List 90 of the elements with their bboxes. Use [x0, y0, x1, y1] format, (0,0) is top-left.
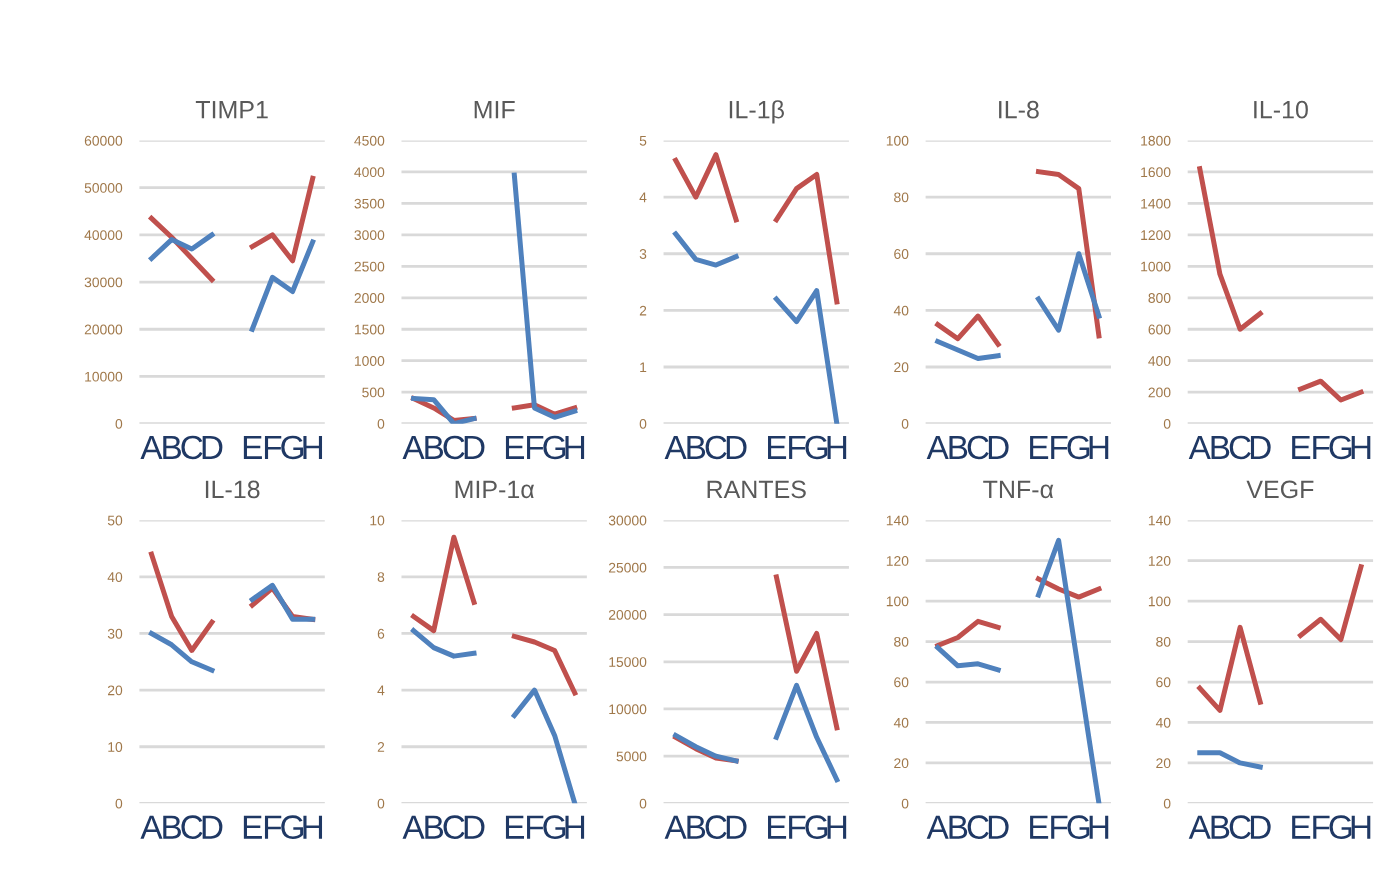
x-tick-label: F — [1051, 435, 1068, 459]
x-tick-label: E — [243, 815, 262, 839]
x-tick-label: F — [789, 815, 806, 839]
x-tick-label: H — [565, 815, 585, 839]
x-tick-label: B — [949, 435, 968, 459]
x-tick-label: F — [264, 815, 282, 839]
x-tick-label: G — [805, 435, 828, 460]
x-tick-label: A — [664, 815, 687, 839]
chart-title: IL-18 — [205, 480, 260, 499]
x-tick-label: D — [726, 435, 747, 459]
x-tick-label: H — [303, 815, 323, 839]
x-tick-label: G — [1329, 815, 1352, 839]
x-tick-label: H — [565, 435, 585, 459]
x-tick-label: G — [805, 815, 828, 839]
x-tick-label: G — [1067, 815, 1090, 839]
x-tick-label: G — [281, 435, 304, 460]
x-tick-label: E — [1292, 815, 1311, 839]
chart-title: MIP-1α — [455, 480, 535, 499]
x-tick-label: H — [303, 435, 323, 459]
x-tick-label: H — [1351, 815, 1371, 839]
x-tick-label: D — [464, 435, 485, 459]
x-tick-label: C — [181, 435, 203, 460]
x-tick-label: D — [726, 815, 747, 839]
x-tick-label: A — [664, 435, 687, 459]
chart-title: IL-8 — [999, 100, 1039, 119]
x-tick-label: G — [543, 815, 566, 839]
x-tick-label: B — [163, 435, 181, 459]
x-tick-label: B — [949, 815, 968, 839]
x-tick-label: G — [1329, 435, 1352, 460]
x-tick-label: C — [967, 815, 989, 839]
x-tick-label: F — [527, 435, 544, 459]
x-tick-label: A — [402, 815, 425, 839]
x-tick-label: C — [181, 815, 203, 839]
x-tick-label: E — [243, 435, 262, 459]
x-tick-label: C — [967, 435, 989, 460]
x-tick-label: B — [687, 815, 706, 839]
chart-title: VEGF — [1246, 480, 1314, 499]
x-tick-label: D — [464, 815, 485, 839]
x-tick-label: H — [827, 815, 847, 839]
x-tick-label: C — [705, 435, 727, 460]
chart-title: IL-10 — [1254, 100, 1308, 119]
x-tick-label: B — [1211, 435, 1230, 459]
x-tick-label: G — [281, 815, 304, 839]
x-tick-label: E — [1030, 435, 1049, 459]
x-tick-label: E — [505, 815, 525, 839]
x-tick-label: F — [1313, 815, 1330, 839]
x-tick-label: D — [1250, 815, 1271, 839]
chart-title: TNF-α — [983, 480, 1054, 499]
x-tick-label: F — [1051, 815, 1068, 839]
x-tick-label: F — [264, 435, 282, 459]
x-tick-label: B — [687, 435, 706, 459]
x-tick-label: C — [1229, 815, 1251, 839]
x-tick-label: G — [1067, 435, 1090, 460]
x-tick-label: A — [926, 435, 949, 459]
chart-title: TIMP1 — [195, 101, 268, 119]
x-tick-label: A — [140, 815, 163, 839]
x-tick-label: F — [1313, 435, 1330, 459]
x-tick-label: C — [705, 815, 727, 839]
x-tick-label: H — [1089, 435, 1109, 459]
x-tick-label: H — [1351, 435, 1371, 459]
x-tick-label: D — [988, 435, 1009, 459]
x-tick-label: H — [1089, 815, 1109, 839]
x-tick-label: G — [543, 435, 566, 460]
x-tick-label: C — [443, 435, 465, 460]
x-tick-label: C — [443, 815, 465, 839]
x-tick-label: B — [163, 815, 181, 839]
x-tick-label: H — [827, 435, 847, 459]
x-tick-label: E — [505, 435, 525, 459]
x-tick-label: A — [926, 815, 949, 839]
x-tick-label: C — [1229, 435, 1251, 460]
x-tick-label: E — [1030, 815, 1049, 839]
x-tick-label: D — [1250, 435, 1271, 459]
x-tick-label: B — [1211, 815, 1230, 839]
chart-title: IL-1β — [729, 100, 784, 124]
x-tick-label: D — [202, 435, 223, 459]
x-tick-label: D — [202, 815, 223, 839]
x-tick-label: A — [1188, 435, 1211, 459]
x-tick-label: B — [425, 435, 444, 459]
x-tick-label: D — [988, 815, 1009, 839]
x-tick-label: F — [789, 435, 806, 459]
x-tick-label: E — [768, 815, 787, 839]
x-tick-label: A — [140, 435, 163, 459]
x-tick-label: A — [1188, 815, 1211, 839]
x-tick-label: F — [527, 815, 544, 839]
chart-title: RANTES — [707, 480, 806, 499]
x-tick-label: E — [768, 435, 787, 459]
x-tick-label: E — [1292, 435, 1311, 459]
x-tick-label: B — [425, 815, 444, 839]
x-tick-label: A — [402, 435, 425, 459]
chart-title: MIF — [474, 101, 515, 119]
